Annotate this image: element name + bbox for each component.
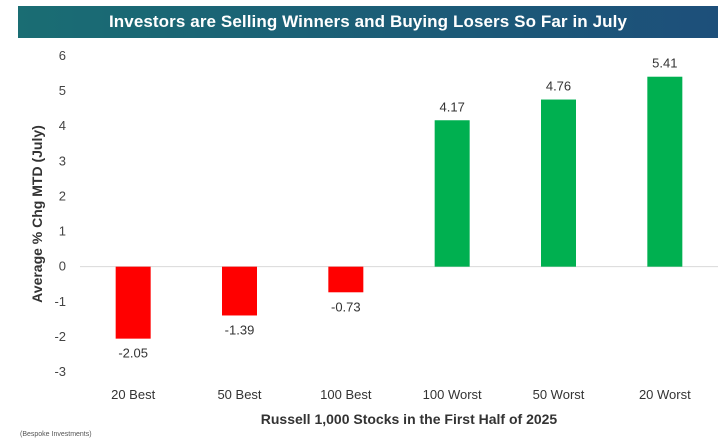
x-category-label: 50 Best xyxy=(217,387,261,402)
y-tick-label: -1 xyxy=(54,294,66,309)
data-label: 5.41 xyxy=(652,56,677,71)
x-category-label: 100 Best xyxy=(320,387,372,402)
y-tick-label: 0 xyxy=(59,259,66,274)
title-banner: Investors are Selling Winners and Buying… xyxy=(18,6,718,38)
bar-50-best xyxy=(222,266,257,316)
x-axis-title: Russell 1,000 Stocks in the First Half o… xyxy=(261,411,558,427)
x-category-label: 20 Worst xyxy=(639,387,691,402)
bar-100-worst xyxy=(434,120,470,267)
data-label: 4.17 xyxy=(440,99,465,114)
data-label: -2.05 xyxy=(118,346,148,361)
y-tick-label: 5 xyxy=(59,83,66,98)
chart-title: Investors are Selling Winners and Buying… xyxy=(108,12,628,31)
y-tick-label: 2 xyxy=(59,188,66,203)
x-category-label: 20 Best xyxy=(111,387,155,402)
source-footnote: (Bespoke Investments) xyxy=(20,431,92,438)
bar-20-best xyxy=(115,266,151,339)
data-label: -0.73 xyxy=(331,299,361,314)
data-label: 4.76 xyxy=(546,79,571,94)
bar-50-worst xyxy=(541,99,576,267)
y-tick-label: 1 xyxy=(59,224,66,239)
y-tick-label: 4 xyxy=(59,118,66,133)
data-label: -1.39 xyxy=(225,322,255,337)
x-category-label: 100 Worst xyxy=(423,387,482,402)
y-tick-label: 6 xyxy=(59,48,66,63)
x-category-label: 50 Worst xyxy=(533,387,585,402)
y-axis-title: Average % Chg MTD (July) xyxy=(29,125,45,303)
y-tick-label: -2 xyxy=(54,329,66,344)
y-tick-label: -3 xyxy=(54,364,66,379)
y-tick-label: 3 xyxy=(59,153,66,168)
bar-100-best xyxy=(328,266,364,293)
bar-20-worst xyxy=(647,76,683,267)
